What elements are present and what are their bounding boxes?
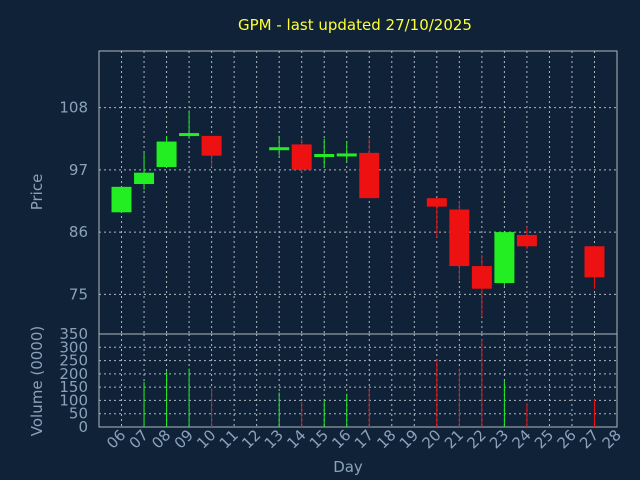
volume-tick-label: 0: [78, 418, 88, 436]
x-axis-label: Day: [333, 458, 363, 476]
volume-tick-label: 50: [69, 405, 88, 423]
candle-body-10: [201, 135, 222, 156]
price-tick-label: 108: [59, 99, 88, 117]
candle-body-27: [584, 246, 605, 278]
price-axis-label: Price: [28, 174, 46, 211]
price-tick-label: 75: [69, 285, 88, 303]
volume-axis-label: Volume (0000): [28, 326, 46, 436]
volume-tick-label: 300: [59, 338, 88, 356]
volume-tick-label: 350: [59, 325, 88, 343]
candle-body-15: [314, 154, 335, 158]
volume-tick-label: 200: [59, 365, 88, 383]
price-tick-labels: 75 86 97 108: [59, 99, 88, 304]
candle-body-21: [449, 209, 470, 267]
volume-bars: [143, 339, 595, 427]
volume-grid: [99, 334, 617, 427]
candle-body-09: [179, 133, 200, 137]
candle-body-14: [291, 144, 312, 170]
candle-body-13: [269, 147, 290, 151]
candle-body-16: [336, 153, 357, 157]
volume-panel-frame: [98, 333, 618, 428]
candle-body-07: [134, 172, 155, 185]
volume-tick-label: 100: [59, 391, 88, 409]
candle-body-17: [359, 152, 380, 199]
volume-tick-label: 150: [59, 378, 88, 396]
price-tick-label: 86: [69, 223, 88, 241]
candle-body-22: [471, 266, 492, 289]
candle-body-08: [156, 141, 177, 168]
candles: [111, 110, 605, 318]
chart-title: GPM - last updated 27/10/2025: [238, 16, 472, 34]
x-tick-labels: 0607080910111213141516171819202122232425…: [103, 426, 625, 452]
candle-body-06: [111, 186, 132, 213]
candle-body-24: [516, 234, 537, 247]
volume-tick-label: 250: [59, 352, 88, 370]
price-tick-label: 97: [69, 161, 88, 179]
candle-body-23: [494, 232, 515, 284]
candle-body-20: [426, 198, 447, 207]
